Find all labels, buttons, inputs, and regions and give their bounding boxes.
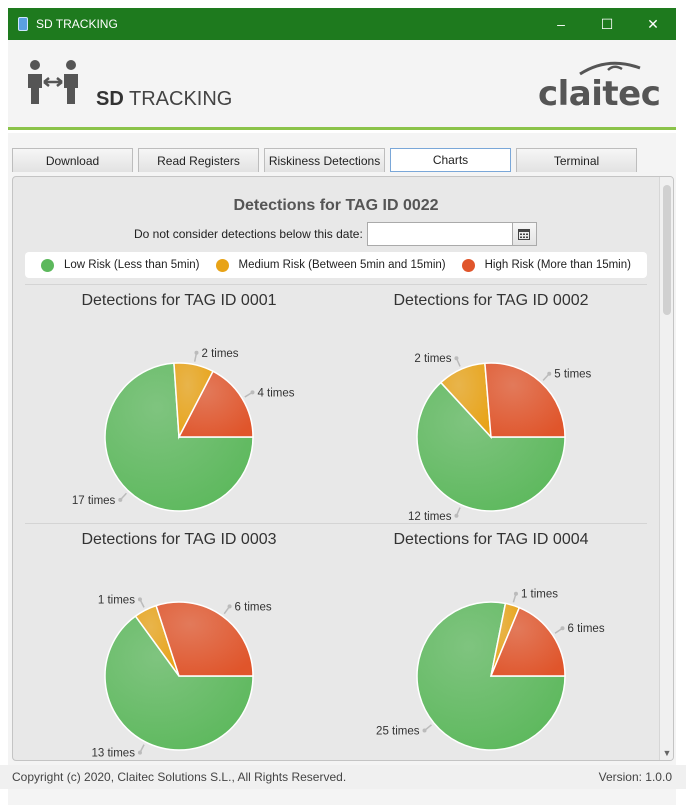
medium-risk-data-label: 1 times	[98, 594, 135, 606]
calendar-icon	[518, 228, 531, 240]
app-name: SD TRACKING	[96, 88, 232, 111]
low-risk-slice	[416, 381, 566, 512]
label-leader-dot	[547, 371, 552, 376]
close-button[interactable]: ✕	[647, 15, 659, 32]
app-header: SD TRACKING claitec	[8, 40, 676, 130]
window-titlebar: SD TRACKING – ☐ ✕	[0, 0, 686, 44]
low-risk-data-label: 17 times	[72, 495, 116, 507]
pie-chart-svg: 12 times 2 times 5 times	[408, 353, 592, 522]
date-filter: Do not consider detections below this da…	[134, 222, 537, 246]
pie-chart-tag-0001: 17 times 2 times 4 times Detections for TA…	[23, 292, 335, 522]
label-leader-dot	[194, 350, 199, 355]
tab-charts[interactable]: Charts	[390, 148, 511, 172]
window-title: SD TRACKING	[36, 17, 118, 31]
label-leader-dot	[454, 356, 459, 361]
pie-chart-tag-0002: 12 times 2 times 5 times Detections for TA…	[335, 292, 647, 522]
high-risk-data-label: 6 times	[235, 601, 272, 613]
low-risk-data-label: 12 times	[408, 511, 452, 522]
app-icon	[18, 17, 28, 31]
legend-item-medium-risk: Medium Risk (Between 5min and 15min)	[215, 258, 446, 272]
pie-chart-svg: 13 times 1 times 6 times	[91, 594, 272, 760]
scrollbar-thumb[interactable]	[663, 185, 671, 315]
legend-label: Low Risk (Less than 5min)	[64, 259, 200, 271]
label-leader-dot	[513, 591, 518, 596]
legend-label: High Risk (More than 15min)	[484, 259, 631, 271]
medium-risk-data-label: 2 times	[414, 353, 451, 365]
brand-logo: claitec	[538, 60, 661, 114]
low-risk-data-label: 25 times	[376, 726, 420, 738]
label-leader-dot	[227, 604, 232, 609]
chart-title: Detections for TAG ID 0002	[393, 292, 589, 309]
label-leader-dot	[560, 626, 565, 631]
window-controls: – ☐ ✕	[538, 8, 676, 40]
legend-dot	[41, 258, 55, 272]
pie-chart-tag-0004: 25 times 1 times 6 times Detections for TA…	[335, 531, 647, 760]
label-leader-dot	[118, 497, 123, 502]
high-risk-slice	[177, 370, 254, 438]
tab-read-registers[interactable]: Read Registers	[138, 148, 259, 172]
legend-dot	[215, 258, 229, 272]
chart-title: Detections for TAG ID 0004	[393, 531, 589, 548]
scrollbar[interactable]: ▼	[659, 177, 673, 760]
main-content: Download Read Registers Riskiness Detect…	[8, 133, 676, 805]
page-title: Detections for TAG ID 0022	[233, 197, 439, 214]
date-picker-button[interactable]	[512, 222, 537, 246]
brand-name: claitec	[538, 74, 661, 114]
label-leader-dot	[250, 390, 255, 395]
scroll-down-icon[interactable]: ▼	[662, 748, 672, 758]
high-risk-data-label: 4 times	[257, 387, 294, 399]
version-text: Version: 1.0.0	[598, 770, 672, 784]
chart-title: Detections for TAG ID 0001	[81, 292, 277, 309]
maximize-button[interactable]: ☐	[600, 15, 614, 32]
medium-risk-data-label: 1 times	[521, 589, 558, 601]
chart-title: Detections for TAG ID 0003	[81, 531, 277, 548]
legend-item-low-risk: Low Risk (Less than 5min)	[41, 258, 200, 272]
date-filter-label: Do not consider detections below this da…	[134, 227, 363, 241]
titlebar-bar: SD TRACKING – ☐ ✕	[8, 8, 676, 40]
label-leader-dot	[137, 750, 142, 755]
label-leader-dot	[454, 513, 459, 518]
label-leader-dot	[422, 728, 427, 733]
divider	[25, 284, 647, 285]
charts-panel: Detections for TAG ID 0022 Do not consid…	[12, 176, 674, 761]
app-name-rest: TRACKING	[129, 88, 233, 110]
high-risk-slice	[489, 606, 566, 677]
tab-riskiness-detections[interactable]: Riskiness Detections	[264, 148, 385, 172]
social-distance-icon	[28, 60, 78, 104]
legend-dot	[461, 258, 475, 272]
pie-chart-tag-0003: 13 times 1 times 6 times Detections for TA…	[23, 531, 335, 760]
divider	[25, 523, 647, 524]
high-risk-slice	[484, 362, 566, 438]
legend-item-high-risk: High Risk (More than 15min)	[461, 258, 631, 272]
tab-bar: Download Read Registers Riskiness Detect…	[12, 148, 642, 172]
high-risk-data-label: 5 times	[554, 369, 591, 381]
tab-download[interactable]: Download	[12, 148, 133, 172]
minimize-button[interactable]: –	[557, 16, 565, 32]
app-name-bold: SD	[96, 88, 124, 110]
high-risk-data-label: 6 times	[568, 623, 605, 635]
low-risk-slice	[104, 615, 254, 751]
label-leader-dot	[137, 597, 142, 602]
high-risk-slice	[155, 601, 254, 677]
chart-legend: Low Risk (Less than 5min) Medium Risk (B…	[25, 252, 647, 278]
pie-chart-svg: 25 times 1 times 6 times	[376, 589, 605, 751]
medium-risk-data-label: 2 times	[201, 348, 238, 360]
legend-label: Medium Risk (Between 5min and 15min)	[238, 259, 446, 271]
status-bar: Copyright (c) 2020, Claitec Solutions S.…	[0, 765, 686, 789]
copyright-text: Copyright (c) 2020, Claitec Solutions S.…	[12, 770, 347, 784]
low-risk-slice	[416, 601, 566, 751]
low-risk-data-label: 13 times	[91, 748, 135, 760]
tab-terminal[interactable]: Terminal	[516, 148, 637, 172]
date-filter-input[interactable]	[366, 222, 513, 246]
brand-swoosh-icon	[579, 61, 641, 76]
pie-chart-svg: 17 times 2 times 4 times	[72, 348, 295, 512]
